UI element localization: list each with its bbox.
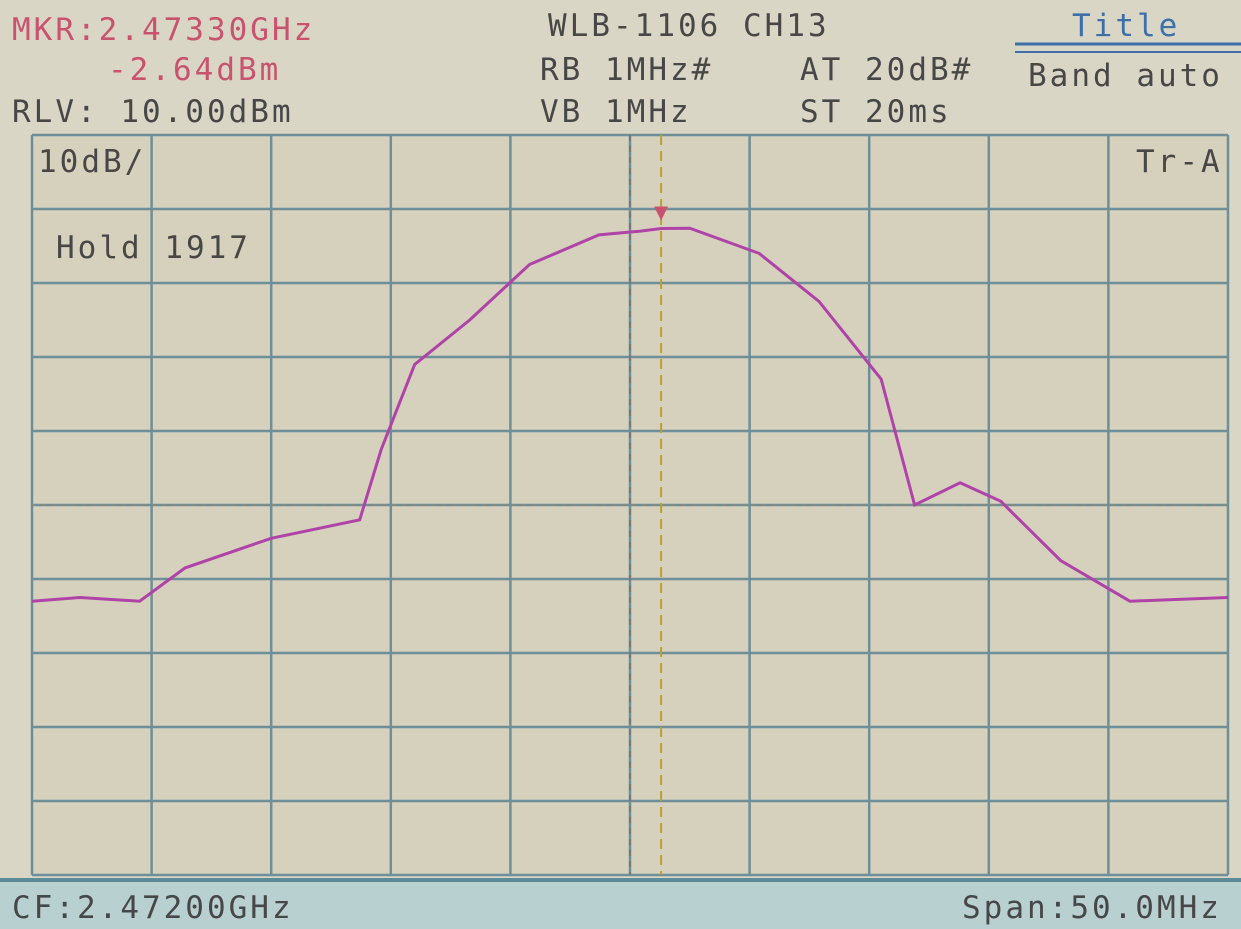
status-bar: [0, 880, 1241, 929]
vbw: VB 1MHz: [540, 94, 692, 130]
reference-level: RLV: 10.00dBm: [12, 94, 294, 130]
sweep-time: ST 20ms: [800, 94, 952, 130]
device-name: WLB-1106 CH13: [548, 8, 830, 44]
attenuation: AT 20dB#: [800, 52, 973, 88]
menu-title[interactable]: Title: [1072, 8, 1180, 44]
trace: [31, 226, 1229, 603]
span: Span:50.0MHz: [962, 890, 1222, 926]
scale-label: 10dB/: [38, 144, 146, 180]
marker-frequency: MKR:2.47330GHz: [12, 12, 315, 48]
center-frequency: CF:2.47200GHz: [12, 890, 294, 926]
marker: [654, 206, 669, 221]
hold-count: Hold 1917: [56, 230, 251, 266]
rbw: RB 1MHz#: [540, 52, 713, 88]
marker-level: -2.64dBm: [108, 52, 281, 88]
trace-name: Tr-A: [1136, 144, 1223, 180]
menu-item[interactable]: Band auto: [1028, 58, 1223, 94]
